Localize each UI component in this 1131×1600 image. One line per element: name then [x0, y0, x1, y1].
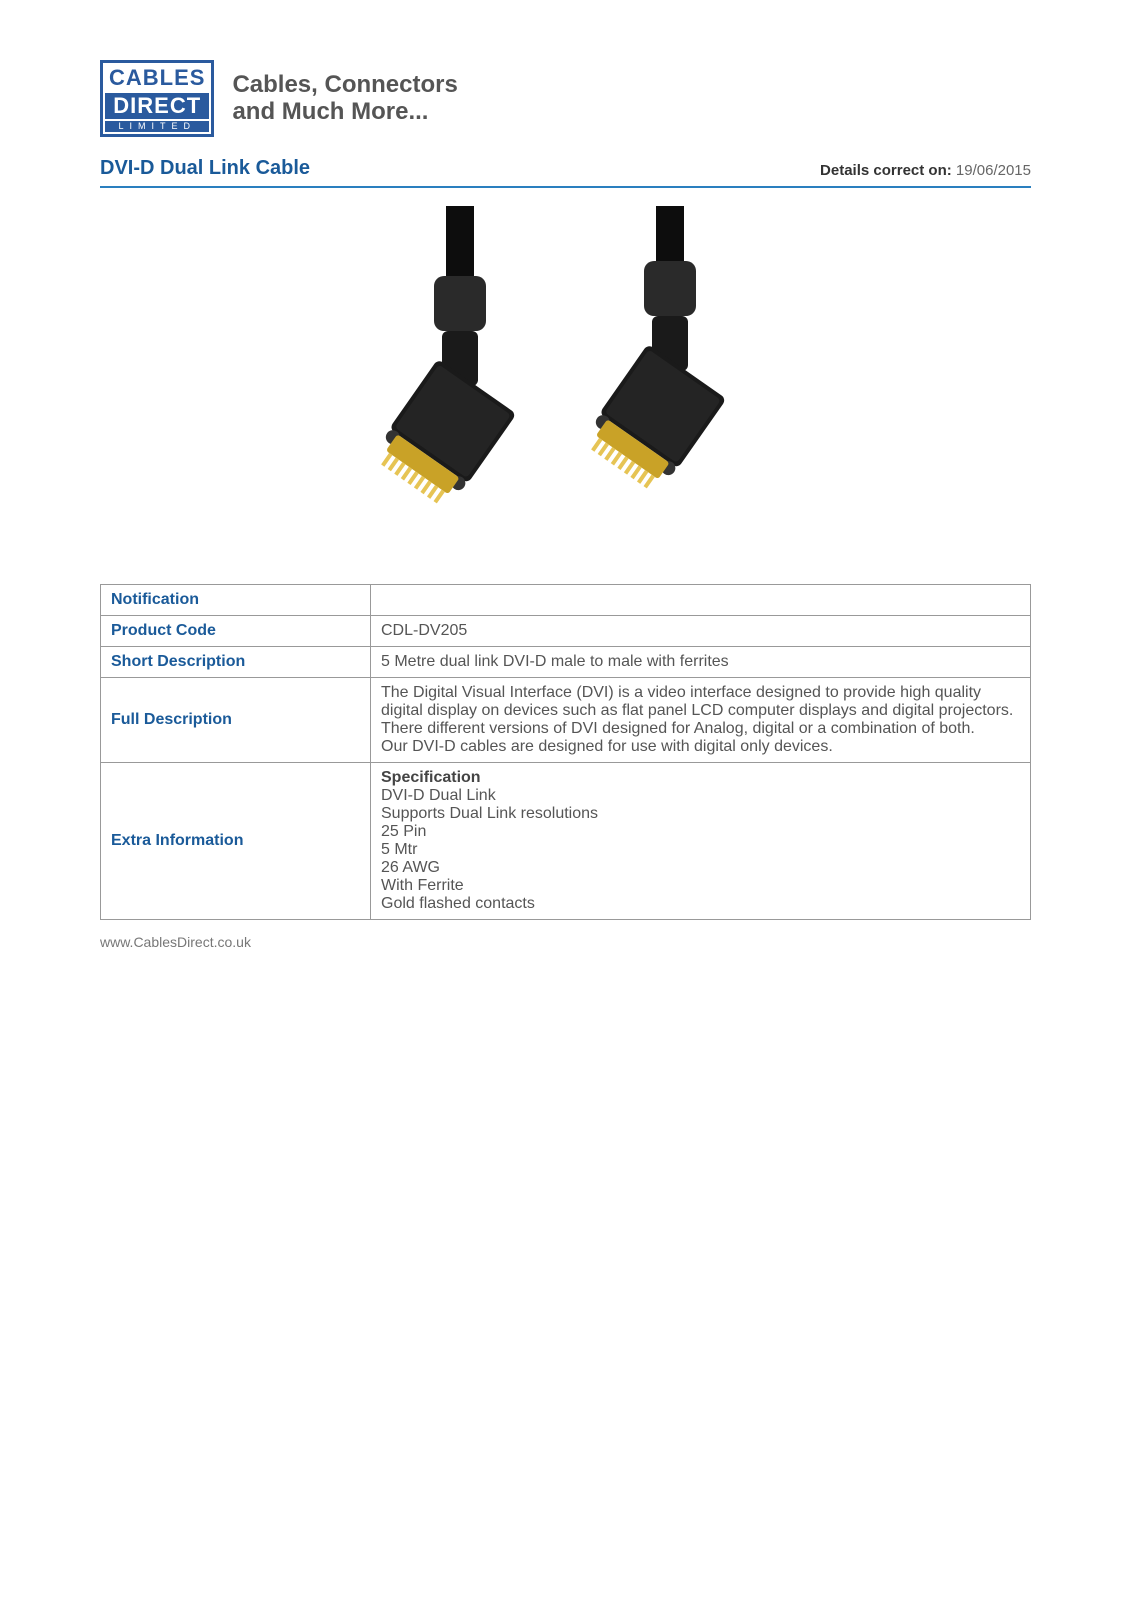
date-label: Details correct on: [820, 162, 956, 179]
title-row: DVI-D Dual Link Cable Details correct on… [100, 157, 1031, 188]
spec-line: Supports Dual Link resolutions [381, 805, 1020, 823]
product-title: DVI-D Dual Link Cable [100, 157, 310, 180]
row-value-notification [371, 585, 1031, 616]
product-image-area [100, 206, 1031, 566]
logo-text-cables: CABLES [105, 65, 209, 91]
row-label-short-desc: Short Description [101, 647, 371, 678]
row-label-product-code: Product Code [101, 616, 371, 647]
spec-heading: Specification [381, 769, 1020, 787]
product-image [316, 206, 816, 566]
spec-line: With Ferrite [381, 877, 1020, 895]
row-value-extra: Specification DVI-D Dual LinkSupports Du… [371, 763, 1031, 920]
table-row: Extra Information Specification DVI-D Du… [101, 763, 1031, 920]
tagline-line1: Cables, Connectors [232, 72, 457, 98]
date-value: 19/06/2015 [956, 162, 1031, 179]
table-row: Notification [101, 585, 1031, 616]
spec-line: 25 Pin [381, 823, 1020, 841]
table-row: Product Code CDL-DV205 [101, 616, 1031, 647]
logo-text-direct: DIRECT [105, 93, 209, 119]
footer-url: www.CablesDirect.co.uk [100, 934, 1031, 950]
spec-line: 5 Mtr [381, 841, 1020, 859]
spec-line: DVI-D Dual Link [381, 787, 1020, 805]
date-container: Details correct on: 19/06/2015 [820, 162, 1031, 180]
full-desc-line: Our DVI-D cables are designed for use wi… [381, 738, 1020, 756]
spec-lines: DVI-D Dual LinkSupports Dual Link resolu… [381, 787, 1020, 913]
row-value-full-desc: The Digital Visual Interface (DVI) is a … [371, 678, 1031, 763]
table-row: Full Description The Digital Visual Inte… [101, 678, 1031, 763]
table-row: Short Description 5 Metre dual link DVI-… [101, 647, 1031, 678]
row-label-notification: Notification [101, 585, 371, 616]
company-logo: CABLES DIRECT LIMITED [100, 60, 214, 137]
row-value-short-desc: 5 Metre dual link DVI-D male to male wit… [371, 647, 1031, 678]
row-value-product-code: CDL-DV205 [371, 616, 1031, 647]
spec-line: 26 AWG [381, 859, 1020, 877]
full-desc-line: The Digital Visual Interface (DVI) is a … [381, 684, 1020, 738]
spec-table: Notification Product Code CDL-DV205 Shor… [100, 584, 1031, 920]
row-label-extra: Extra Information [101, 763, 371, 920]
logo-text-limited: LIMITED [105, 121, 209, 132]
spec-line: Gold flashed contacts [381, 895, 1020, 913]
tagline: Cables, Connectors and Much More... [232, 72, 457, 125]
row-label-full-desc: Full Description [101, 678, 371, 763]
tagline-line2: and Much More... [232, 99, 457, 125]
header: CABLES DIRECT LIMITED Cables, Connectors… [100, 60, 1031, 137]
